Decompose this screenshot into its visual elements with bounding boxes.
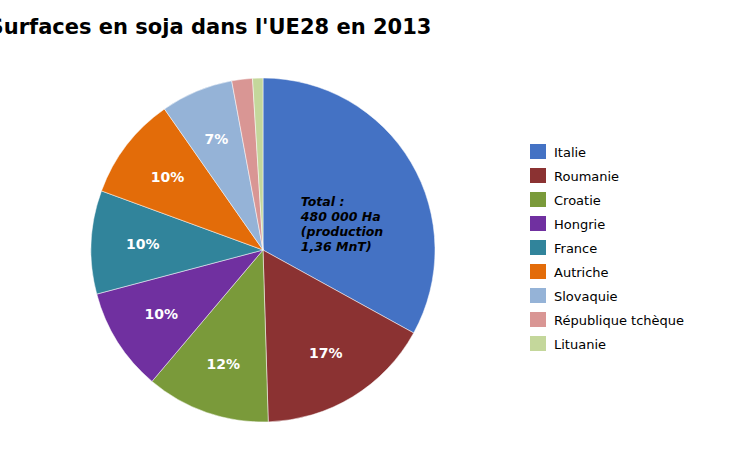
chart: Surfaces en soja dans l'UE28 en 2013 17% 1… [0, 0, 752, 462]
legend-swatch [530, 312, 546, 327]
legend-item: Slovaquie [530, 288, 618, 304]
legend-label: Hongrie [554, 217, 605, 232]
annotation-line: 1,36 MnT) [301, 239, 372, 254]
plot-area [91, 78, 435, 422]
legend-label: Croatie [554, 193, 601, 208]
legend-label: Roumanie [554, 169, 619, 184]
slice [253, 78, 263, 250]
annotation-line: Total : [301, 194, 345, 209]
title: Surfaces en soja dans l'UE28 en 2013 [0, 15, 431, 39]
slice [232, 78, 263, 250]
annotation-line: (production [301, 224, 384, 239]
data-label: 10% [145, 306, 179, 322]
legend-label: République tchèque [554, 313, 684, 328]
annotation-line: 480 000 Ha [300, 209, 381, 224]
legend-item: Roumanie [530, 168, 619, 184]
data-label: 12% [207, 356, 241, 372]
legend-label: Slovaquie [554, 289, 618, 304]
slice [263, 250, 414, 422]
data-label: 10% [151, 169, 185, 185]
data-label: 7% [205, 131, 229, 147]
legend-swatch [530, 264, 546, 279]
legend-label: Lituanie [554, 337, 606, 352]
legend-item: France [530, 240, 597, 256]
legend-swatch [530, 168, 546, 183]
legend-swatch [530, 192, 546, 207]
legend-item: Lituanie [530, 336, 606, 352]
legend-swatch [530, 144, 546, 159]
legend-item: Autriche [530, 264, 609, 280]
legend-item: République tchèque [530, 312, 684, 328]
legend-item: Hongrie [530, 216, 605, 232]
legend-item: Croatie [530, 192, 601, 208]
legend: Italie Roumanie Croatie Hongrie France Autric… [530, 144, 684, 352]
legend-swatch [530, 288, 546, 303]
data-label: 10% [126, 236, 160, 252]
slices [91, 78, 435, 422]
data-label: 17% [309, 345, 343, 361]
legend-label: France [554, 241, 597, 256]
legend-swatch [530, 216, 546, 231]
legend-swatch [530, 336, 546, 351]
legend-swatch [530, 240, 546, 255]
legend-label: Autriche [554, 265, 609, 280]
legend-label: Italie [554, 145, 586, 160]
annotation: Total :480 000 Ha(production1,36 MnT) [300, 194, 384, 254]
legend-item: Italie [530, 144, 586, 160]
